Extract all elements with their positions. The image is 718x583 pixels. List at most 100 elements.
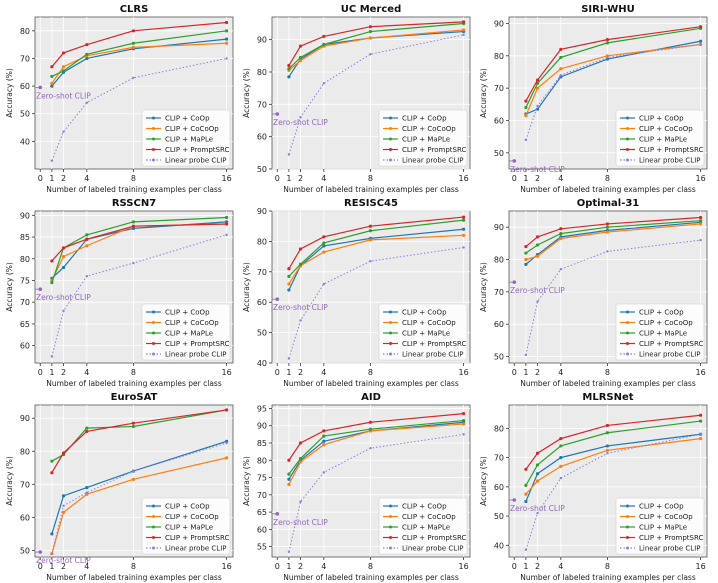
legend-marker [626, 158, 629, 162]
series-linear-probe-clip [524, 238, 702, 357]
x-tick-label: 8 [605, 368, 610, 377]
data-point [298, 247, 303, 251]
legend-label: CLIP + CoOp [165, 309, 210, 317]
data-point [298, 44, 303, 48]
data-point [369, 259, 372, 263]
x-tick-label: 4 [558, 174, 563, 183]
chart-title: AID [361, 392, 381, 403]
data-point [287, 357, 291, 360]
data-point [535, 243, 540, 247]
chart-title: EuroSAT [111, 392, 158, 403]
x-tick-label: 0 [512, 174, 517, 183]
chart-title: RSSCN7 [112, 198, 156, 209]
series-line [51, 442, 227, 554]
y-tick-label: 70 [257, 491, 267, 500]
data-point [61, 246, 66, 250]
y-tick-label: 60 [20, 342, 30, 351]
data-point [698, 437, 703, 441]
x-axis-label: Number of labeled training examples per … [283, 573, 459, 582]
legend-marker [389, 546, 392, 550]
legend-label: CLIP + PromptSRC [402, 146, 466, 154]
x-tick-label: 4 [321, 174, 326, 183]
data-point [287, 477, 291, 481]
data-point [61, 255, 66, 259]
legend: CLIP + CoOp CLIP + CoCoOp CLIP + MaPLe CLIP… [615, 497, 705, 555]
data-point [368, 224, 373, 228]
legend-label: CLIP + MaPLe [402, 524, 450, 532]
data-point [368, 36, 373, 40]
series-clip-promptsrc [50, 408, 229, 475]
x-tick-label: 0 [275, 562, 280, 571]
data-point [299, 319, 302, 322]
data-point [368, 238, 373, 242]
y-tick-label: 50 [257, 329, 267, 338]
data-point [698, 39, 703, 43]
y-axis-label: Accuracy (%) [242, 456, 251, 506]
data-point [369, 52, 372, 56]
legend-label: Linear probe CLIP [165, 351, 226, 359]
data-point [131, 224, 136, 228]
data-point [559, 437, 563, 441]
data-point [85, 43, 89, 47]
legend-marker [389, 148, 392, 151]
x-axis-label: Number of labeled training examples per … [520, 573, 696, 582]
series-clip-promptsrc [50, 20, 229, 69]
x-tick-label: 4 [84, 174, 89, 183]
legend-marker [152, 331, 155, 335]
legend-marker [626, 321, 629, 324]
legend-label: CLIP + PromptSRC [639, 146, 703, 154]
data-point [699, 43, 702, 46]
data-point [62, 309, 65, 313]
legend-marker [152, 342, 155, 345]
data-point [524, 99, 528, 103]
chart-title: UC Merced [341, 4, 401, 15]
x-tick-label: 8 [131, 562, 136, 571]
data-point [559, 476, 563, 480]
data-point [699, 238, 702, 242]
data-point [559, 67, 563, 71]
data-point [535, 463, 540, 467]
series-linear-probe-clip [287, 33, 465, 156]
x-tick-label: 8 [605, 562, 610, 571]
legend-marker [626, 116, 629, 120]
legend-marker [152, 536, 155, 539]
data-point [559, 268, 563, 271]
data-point [50, 65, 54, 69]
y-tick-label: 60 [494, 483, 504, 492]
legend-label: CLIP + MaPLe [165, 330, 213, 338]
data-point [287, 267, 291, 271]
y-tick-label: 65 [20, 320, 30, 329]
x-axis-label: Number of labeled training examples per … [46, 185, 222, 194]
series-clip-cocoop [524, 222, 703, 262]
data-point [322, 250, 326, 254]
series-clip-promptsrc [50, 222, 229, 263]
y-tick-label: 90 [257, 422, 267, 431]
data-point [131, 45, 136, 50]
data-point [131, 477, 136, 481]
data-point [85, 101, 89, 104]
data-point [605, 448, 610, 452]
y-axis-label: Accuracy (%) [242, 68, 251, 118]
legend-marker [152, 352, 155, 356]
data-point [322, 282, 326, 286]
data-point [85, 486, 89, 490]
legend-marker [389, 127, 392, 130]
chart-clrs: 40 50 60 70 80 0 1 2 4 8 16 CLRS Number of labeled t… [5, 4, 234, 194]
legend-label: CLIP + MaPLe [165, 136, 213, 144]
zero-shot-point [38, 287, 43, 291]
data-point [298, 55, 303, 60]
data-point [50, 459, 54, 463]
data-point [224, 29, 229, 33]
data-point [322, 82, 326, 85]
series-clip-maple [50, 29, 229, 79]
data-point [461, 218, 466, 222]
chart-title: CLRS [120, 4, 149, 15]
x-tick-label: 0 [512, 562, 517, 571]
legend-label: CLIP + CoCoOp [165, 513, 219, 521]
data-point [224, 37, 229, 41]
chart-title: RESISC45 [344, 198, 398, 209]
legend-marker [152, 546, 155, 550]
data-point [535, 235, 540, 239]
legend-label: CLIP + MaPLe [639, 330, 687, 338]
x-tick-label: 16 [222, 368, 232, 377]
